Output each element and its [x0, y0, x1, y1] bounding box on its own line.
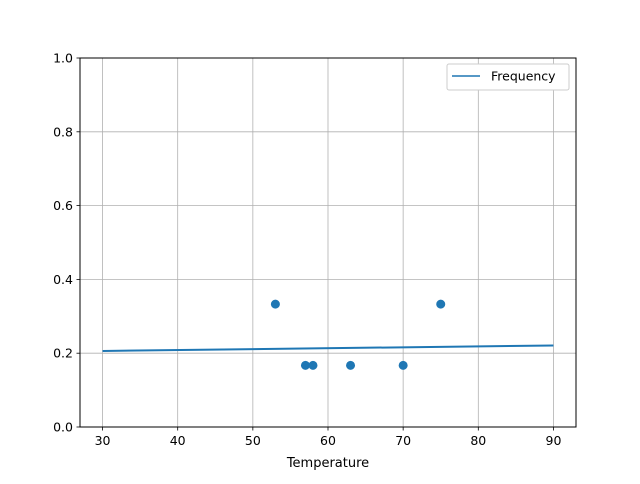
scatter-point [398, 360, 408, 370]
y-tick-label: 1.0 [53, 51, 73, 66]
y-tick-label: 0.6 [53, 198, 73, 213]
scatter-point [308, 360, 318, 370]
x-axis-label: Temperature [286, 456, 369, 471]
plot-area [102, 299, 554, 370]
scatter-point [300, 360, 310, 370]
legend-label: Frequency [491, 69, 556, 84]
legend-box [446, 63, 570, 91]
x-tick-label: 90 [546, 433, 562, 448]
x-tick-label: 70 [395, 433, 411, 448]
x-tick-label: 30 [95, 433, 111, 448]
legend: Frequency [446, 63, 570, 91]
scatter-point [346, 360, 356, 370]
y-tick-label: 0.8 [53, 124, 73, 139]
x-tick-label: 60 [320, 433, 336, 448]
ticks: 30 40 50 60 70 80 90 0.0 0.2 0.4 0.6 0.8 1.0 [53, 51, 561, 449]
scatter-point [436, 299, 446, 309]
y-tick-label: 0.4 [53, 272, 73, 287]
grid [80, 57, 576, 428]
scatter-point [270, 299, 280, 309]
x-tick-label: 40 [170, 433, 186, 448]
x-tick-label: 80 [470, 433, 486, 448]
y-tick-label: 0.2 [53, 346, 73, 361]
y-tick-label: 0.0 [53, 420, 73, 435]
x-tick-label: 50 [245, 433, 261, 448]
frequency-line [102, 344, 554, 352]
